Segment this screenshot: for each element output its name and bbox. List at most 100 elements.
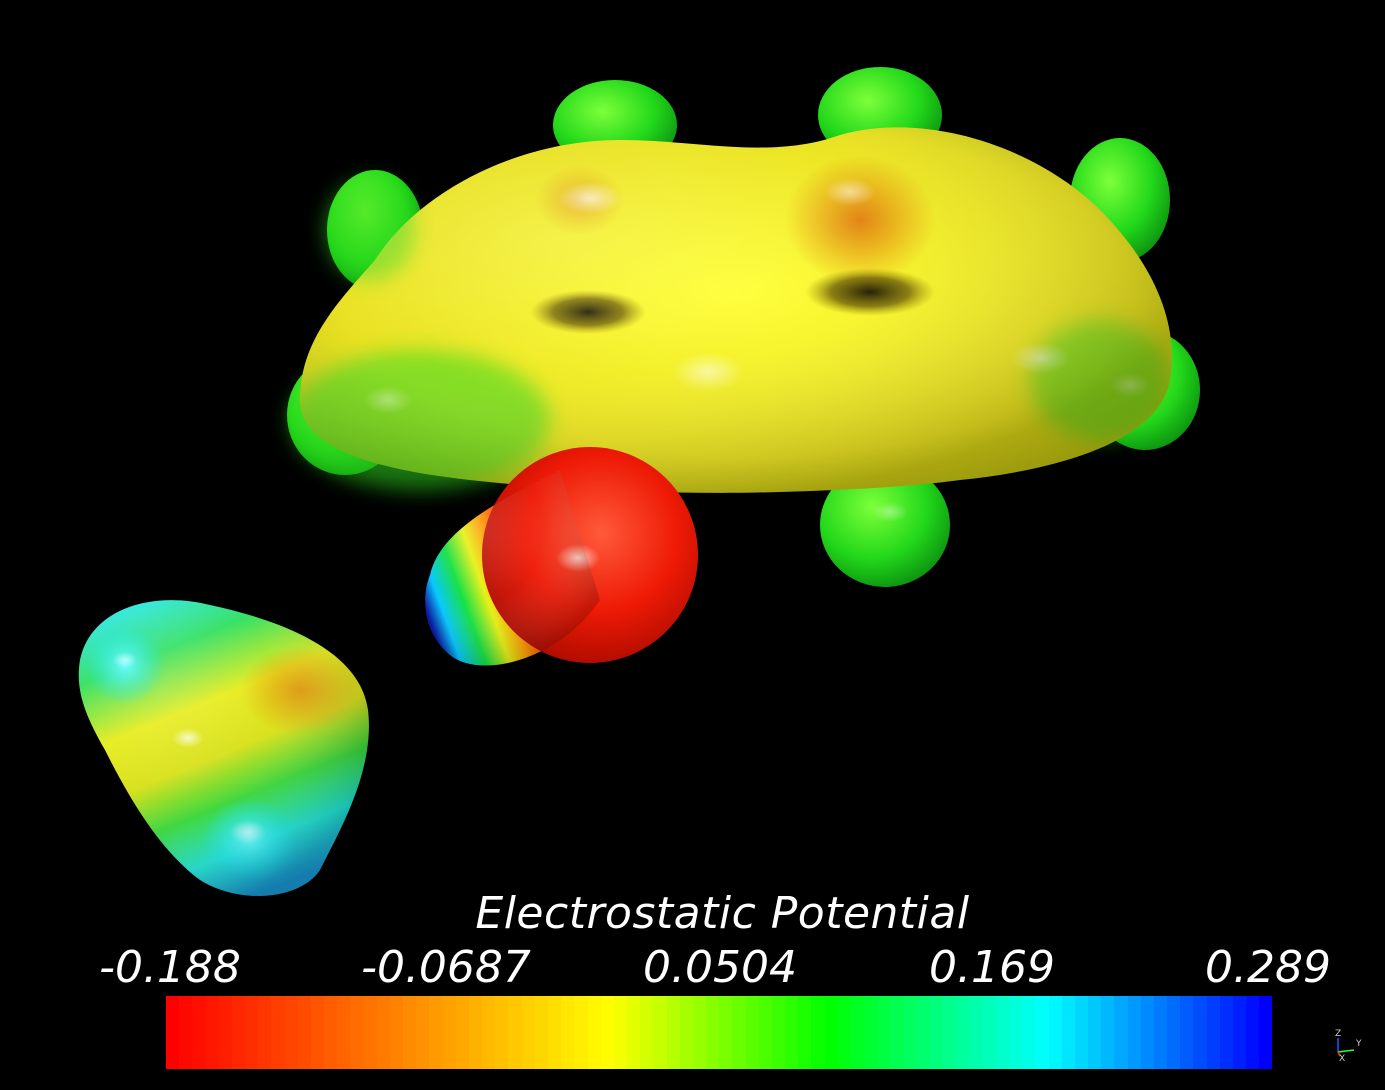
color-scale-band (495, 996, 509, 1069)
color-scale-band (363, 996, 377, 1069)
color-scale-band (732, 996, 746, 1069)
color-scale-band (640, 996, 654, 1069)
color-scale-band (587, 996, 601, 1069)
color-scale-band (864, 996, 878, 1069)
color-scale-band (1206, 996, 1220, 1069)
color-scale-band (442, 996, 456, 1069)
legend-tick-label: 0.169 (929, 942, 1055, 993)
molecular-surface-oxygen-atom (425, 447, 698, 666)
color-scale-band (350, 996, 364, 1069)
color-scale-band (890, 996, 904, 1069)
color-scale-band (468, 996, 483, 1069)
color-scale-band (653, 996, 667, 1069)
color-scale-band (1022, 996, 1036, 1069)
color-scale-band (916, 996, 930, 1069)
color-scale-band (337, 996, 351, 1069)
color-scale-band (982, 996, 996, 1069)
color-scale-band (1232, 996, 1247, 1069)
axes-triad-icon (1337, 1038, 1355, 1057)
color-scale-band (1153, 996, 1168, 1069)
color-scale-band (1088, 996, 1102, 1069)
color-scale-band (1259, 996, 1273, 1069)
color-scale-band (521, 996, 535, 1069)
color-scale-band (850, 996, 865, 1069)
molecular-surface-small-molecule (78, 600, 369, 897)
color-scale-band (837, 996, 851, 1069)
color-scale-band (943, 996, 957, 1069)
color-scale-band (310, 996, 325, 1069)
color-scale-band (245, 996, 259, 1069)
color-scale-band (666, 996, 680, 1069)
color-scale-band (508, 996, 522, 1069)
color-scale-band (547, 996, 562, 1069)
orientation-axes-widget: Z Y X (1326, 1028, 1366, 1068)
color-scale-band (324, 996, 338, 1069)
color-scale-band (166, 996, 180, 1069)
color-scale-band (218, 996, 232, 1069)
color-scale-band (600, 996, 614, 1069)
color-scale-band (679, 996, 693, 1069)
color-scale-band (1180, 996, 1194, 1069)
molecular-surface-naphthalene (287, 67, 1200, 587)
color-scale-band (1074, 996, 1089, 1069)
color-scale-band (534, 996, 548, 1069)
color-scale-band (192, 996, 206, 1069)
color-scale-band (995, 996, 1009, 1069)
color-scale-band (179, 996, 193, 1069)
color-scale-band (956, 996, 970, 1069)
color-scale-band (613, 996, 628, 1069)
color-scale-band (297, 996, 311, 1069)
color-scale-band (692, 996, 707, 1069)
color-scale-band (627, 996, 641, 1069)
legend-tick-label: 0.0504 (643, 942, 797, 993)
surface-lobe (820, 463, 950, 587)
color-scale-band (231, 996, 246, 1069)
color-scale-band (969, 996, 983, 1069)
color-scale-band (1101, 996, 1115, 1069)
color-scale-band (1167, 996, 1181, 1069)
color-scale-band (574, 996, 588, 1069)
color-scale-band (271, 996, 285, 1069)
color-scale-band (719, 996, 733, 1069)
color-scale-band (1127, 996, 1141, 1069)
color-scale-band (824, 996, 838, 1069)
color-scale-band (284, 996, 298, 1069)
color-scale-band (929, 996, 944, 1069)
legend-title: Electrostatic Potential (475, 888, 970, 939)
color-scale-band (376, 996, 390, 1069)
legend-tick-label: -0.188 (99, 942, 241, 993)
color-scale-band (1048, 996, 1062, 1069)
color-scale-band (403, 996, 417, 1069)
color-scale-band (758, 996, 772, 1069)
color-scale-band (745, 996, 759, 1069)
color-scale-band (1246, 996, 1260, 1069)
color-scale-band (811, 996, 825, 1069)
color-scale-band (1140, 996, 1154, 1069)
color-scale-band (455, 996, 469, 1069)
legend-tick-label: 0.289 (1205, 942, 1331, 993)
color-scale-band (1193, 996, 1207, 1069)
color-scale-band (389, 996, 404, 1069)
axis-z-label: Z (1335, 1029, 1342, 1039)
color-scale-band (1114, 996, 1128, 1069)
axis-y-label: Y (1356, 1039, 1362, 1049)
color-scale-band (1009, 996, 1023, 1069)
color-scale-band (258, 996, 272, 1069)
color-scale-band (877, 996, 891, 1069)
color-scale-band (429, 996, 443, 1069)
color-scale-band (416, 996, 430, 1069)
color-scale-band (1035, 996, 1049, 1069)
color-scale-band (1219, 996, 1233, 1069)
color-scale-band (706, 996, 720, 1069)
color-scale-band (785, 996, 799, 1069)
color-scale-band (205, 996, 219, 1069)
color-scale-band (798, 996, 812, 1069)
legend-tick-label: -0.0687 (361, 942, 531, 993)
axis-x-label: X (1339, 1054, 1346, 1064)
color-scale-band (561, 996, 575, 1069)
color-scale-bar (166, 996, 1273, 1069)
color-scale-band (482, 996, 496, 1069)
color-scale-band (903, 996, 917, 1069)
color-scale-band (771, 996, 786, 1069)
